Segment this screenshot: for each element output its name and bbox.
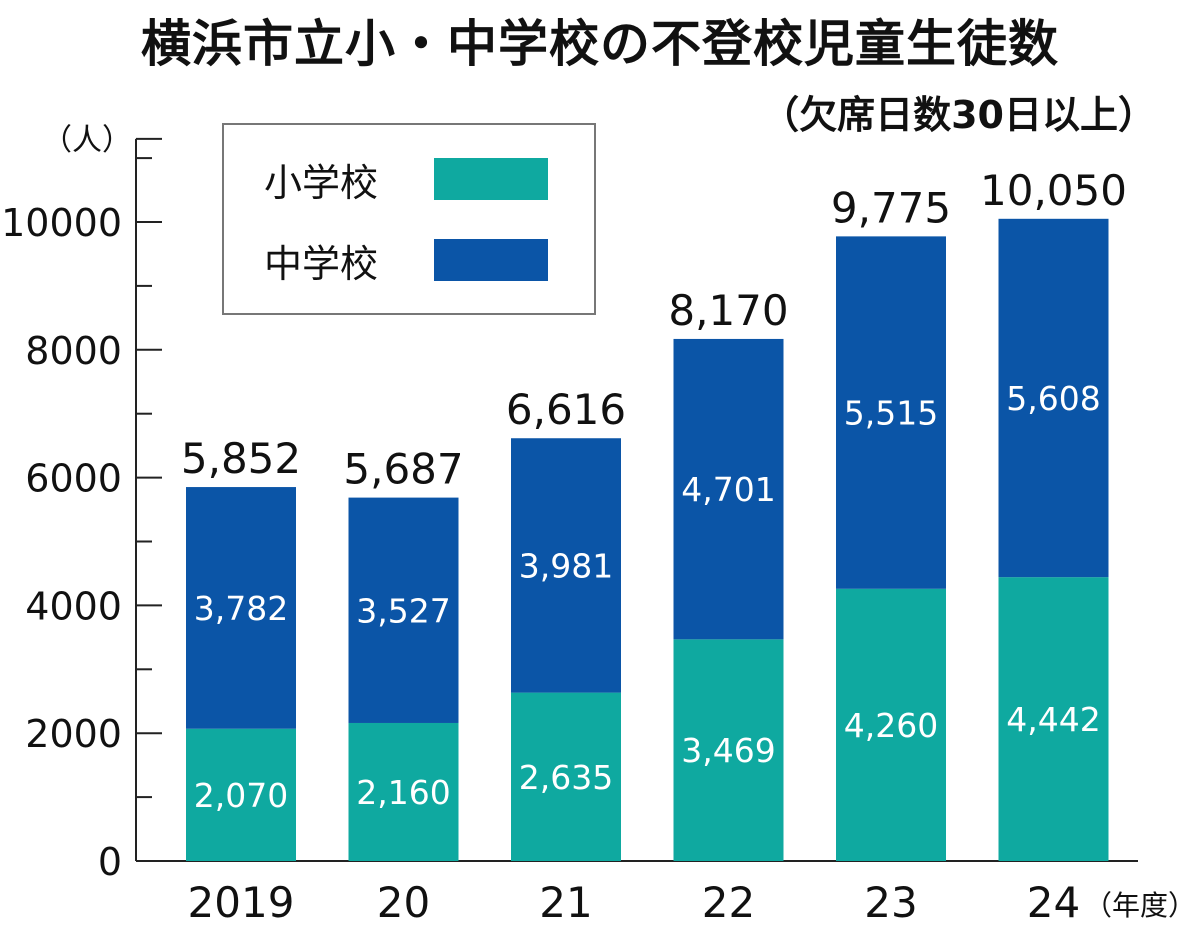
data-label-junior-high: 5,608 <box>1006 379 1100 418</box>
bar-junior-high <box>348 497 459 723</box>
bar-junior-high <box>511 438 621 693</box>
bar-junior-high <box>836 236 946 589</box>
bar-elementary <box>186 728 296 861</box>
total-label: 6,616 <box>506 385 626 434</box>
x-tick-label: 21 <box>539 878 592 927</box>
bar-elementary <box>998 577 1109 861</box>
bar-junior-high <box>673 338 784 640</box>
total-label: 8,170 <box>668 286 788 335</box>
total-label: 5,687 <box>343 445 463 494</box>
legend-label-elementary: 小学校 <box>264 160 379 205</box>
total-label: 5,852 <box>181 434 301 483</box>
data-label-junior-high: 5,515 <box>844 394 938 433</box>
data-label-elementary: 4,260 <box>844 706 938 745</box>
y-tick-label: 4000 <box>25 584 122 628</box>
y-tick-label: 8000 <box>25 329 122 373</box>
legend: 小学校 中学校 <box>222 123 596 315</box>
chart-title: 横浜市立小・中学校の不登校児童生徒数 <box>141 15 1059 73</box>
bar-elementary <box>511 692 621 861</box>
legend-swatch-elementary <box>434 158 548 200</box>
data-label-junior-high: 3,981 <box>519 546 613 585</box>
legend-swatch-junior-high <box>434 239 548 281</box>
y-tick-label: 6000 <box>25 457 122 501</box>
legend-label-junior-high: 中学校 <box>264 241 379 286</box>
bar-elementary <box>836 588 946 861</box>
legend-item-elementary: 小学校 <box>264 157 548 205</box>
data-label-elementary: 2,160 <box>356 773 450 812</box>
bar-elementary <box>673 639 784 861</box>
y-tick-label: 0 <box>98 840 122 884</box>
bar-junior-high <box>998 218 1109 578</box>
data-label-elementary: 4,442 <box>1006 700 1100 739</box>
x-tick-label: 23 <box>864 878 917 927</box>
y-tick-label: 2000 <box>25 712 122 756</box>
x-tick-label: 20 <box>377 878 430 927</box>
total-label: 9,775 <box>831 183 951 232</box>
bar-elementary <box>348 722 459 861</box>
y-tick-label: 10000 <box>1 201 122 245</box>
data-label-junior-high: 3,527 <box>356 591 450 630</box>
x-tick-label: 2019 <box>188 878 295 927</box>
legend-item-junior-high: 中学校 <box>264 238 548 286</box>
chart-subtitle: （欠席日数30日以上） <box>761 93 1156 137</box>
data-label-elementary: 2,635 <box>519 758 613 797</box>
data-label-junior-high: 4,701 <box>681 470 775 509</box>
data-label-elementary: 3,469 <box>681 731 775 770</box>
x-tick-label: 24 <box>1027 878 1080 927</box>
total-label: 10,050 <box>980 166 1127 215</box>
x-tick-label: 22 <box>702 878 755 927</box>
data-label-junior-high: 3,782 <box>194 589 288 628</box>
bar-junior-high <box>186 487 296 729</box>
x-axis-unit-label: （年度） <box>1084 889 1196 922</box>
data-label-elementary: 2,070 <box>194 776 288 815</box>
y-axis-unit-label: （人） <box>42 123 132 158</box>
